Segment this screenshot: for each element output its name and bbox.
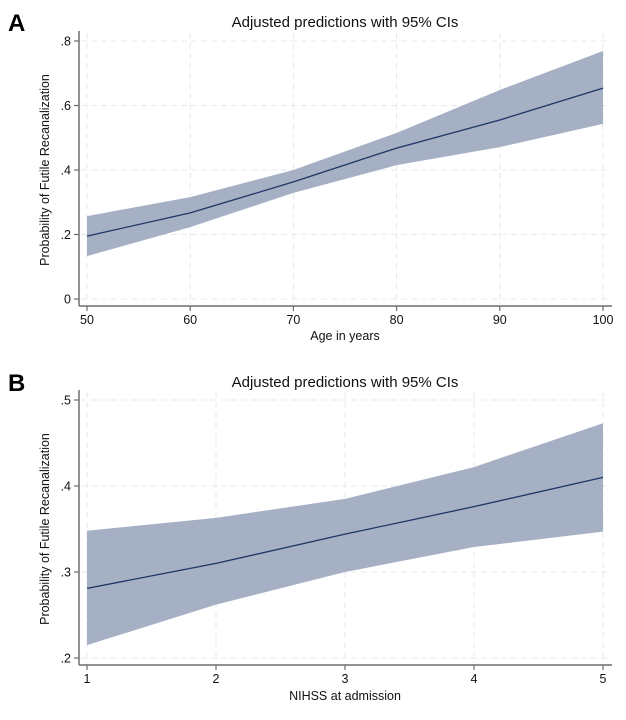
panel-b-y-tick-label-1: .3: [61, 566, 71, 580]
panel-b-x-axis-title: NIHSS at admission: [289, 689, 401, 703]
panel-a-y-tick-label-1: .2: [61, 228, 71, 242]
panel-a-x-tick-label-3: 80: [390, 313, 404, 327]
panel-b-y-axis-title: Probability of Futile Recanalization: [38, 433, 52, 625]
panel-a-x-tick-label-0: 50: [80, 313, 94, 327]
panel-b-x-tick-label-0: 1: [84, 672, 91, 686]
panel-b-x-tick-label-3: 4: [471, 672, 478, 686]
panel-a-x-tick-label-5: 100: [593, 313, 614, 327]
panel-a-x-axis-title: Age in years: [310, 329, 379, 343]
panel-a-y-tick-label-0: 0: [64, 293, 71, 307]
panel-b-x-tick-label-1: 2: [213, 672, 220, 686]
panel-b-prediction-line: [86, 476, 604, 589]
panel-a-y-axis-title: Probability of Futile Recanalization: [38, 74, 52, 266]
panel-letter-b: B: [8, 370, 25, 397]
panel-a-y-tick-label-3: .6: [61, 99, 71, 113]
panel-b-x-tick-label-2: 3: [342, 672, 349, 686]
panel-b-y-tick-label-0: .2: [61, 652, 71, 666]
panel-b-y-tick-label-3: .5: [61, 394, 71, 408]
panel-b-line-layer: [86, 476, 604, 589]
panel-a-ci-band: [87, 51, 603, 257]
panel-b-ticks: .2 .3 .4 .5 1 2 3 4 5: [61, 394, 607, 687]
panel-a-line-layer: [86, 87, 604, 237]
panel-b-y-tick-label-2: .4: [61, 480, 71, 494]
panel-a-prediction-line: [86, 87, 604, 237]
panel-a: A Adjusted predictions with 95% CIs Age …: [8, 10, 613, 343]
panel-a-ticks: 0 .2 .4 .6 .8 50 60 70 80 90 100: [61, 35, 614, 328]
panel-a-x-tick-label-4: 90: [493, 313, 507, 327]
panel-a-x-tick-label-1: 60: [183, 313, 197, 327]
panel-b-title: Adjusted predictions with 95% CIs: [232, 374, 459, 391]
panel-b-x-tick-label-4: 5: [600, 672, 607, 686]
panel-a-axes: [78, 31, 612, 307]
panel-a-y-tick-label-4: .8: [61, 35, 71, 49]
panel-a-x-tick-label-2: 70: [286, 313, 300, 327]
panel-a-title: Adjusted predictions with 95% CIs: [232, 14, 459, 31]
panel-a-ci-band-layer: [87, 51, 603, 257]
panel-a-y-tick-label-2: .4: [61, 164, 71, 178]
panel-letter-a: A: [8, 10, 25, 37]
panel-b: B Adjusted predictions with 95% CIs NIHS…: [8, 370, 612, 703]
